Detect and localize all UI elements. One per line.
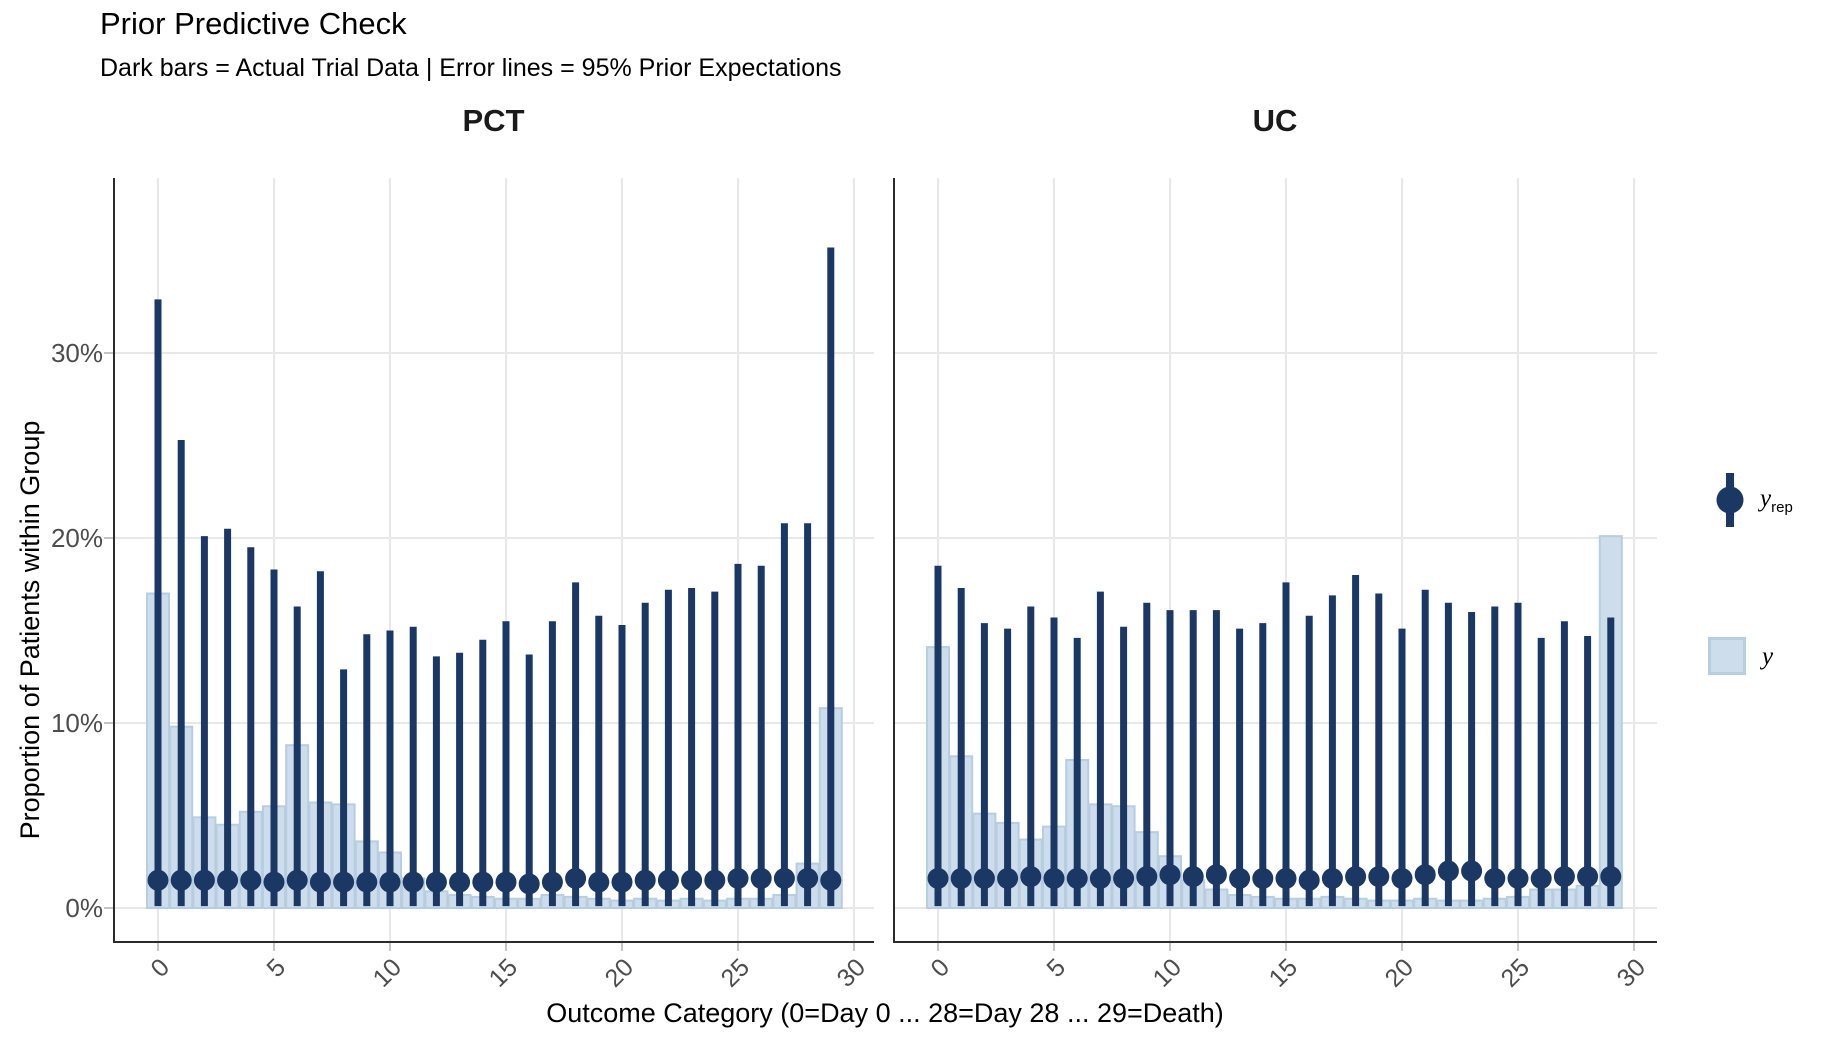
yrep-median-dot	[997, 867, 1019, 889]
yrep-median-dot	[1229, 867, 1251, 889]
yrep-median-dot	[681, 869, 703, 891]
y-tick-label: 30%	[50, 338, 103, 368]
x-axis-title: Outcome Category (0=Day 0 ... 28=Day 28 …	[546, 998, 1224, 1028]
pointrange-icon	[1716, 473, 1744, 527]
yrep-median-dot	[1368, 866, 1390, 888]
yrep-median-dot	[773, 867, 795, 889]
y-axis-title: Proportion of Patients within Group	[15, 420, 45, 840]
panel-uc	[893, 178, 1657, 951]
yrep-median-dot	[333, 871, 355, 893]
yrep-median-dot	[927, 867, 949, 889]
yrep-median-dot	[170, 869, 192, 891]
panel-pct	[104, 178, 874, 951]
yrep-median-dot	[1182, 866, 1204, 888]
plot-title: Prior Predictive Check	[100, 6, 407, 41]
legend-yrep-glyph	[1708, 470, 1752, 535]
yrep-median-dot	[634, 869, 656, 891]
yrep-median-dot	[379, 871, 401, 893]
yrep-median-dot	[518, 873, 540, 895]
yrep-median-dot	[1159, 864, 1181, 886]
yrep-median-dot	[950, 867, 972, 889]
yrep-median-dot	[1530, 867, 1552, 889]
yrep-median-dot	[820, 869, 842, 891]
yrep-median-dot	[286, 869, 308, 891]
yrep-median-dot	[657, 869, 679, 891]
yrep-median-dot	[263, 871, 285, 893]
yrep-median-dot	[309, 871, 331, 893]
yrep-median-dot	[1484, 867, 1506, 889]
yrep-median-dot	[472, 871, 494, 893]
yrep-median-dot	[1020, 866, 1042, 888]
yrep-median-dot	[217, 869, 239, 891]
yrep-median-dot	[193, 869, 215, 891]
y-tick-label: 20%	[50, 523, 103, 553]
x-tick-label: 0	[145, 953, 176, 983]
yrep-median-dot	[750, 867, 772, 889]
yrep-median-dot	[356, 871, 378, 893]
yrep-median-dot	[240, 869, 262, 891]
yrep-median-dot	[797, 867, 819, 889]
y-tick-label: 10%	[50, 708, 103, 738]
yrep-median-dot	[1507, 867, 1529, 889]
facet-title-uc: UC	[1252, 103, 1298, 138]
yrep-median-dot	[1461, 860, 1483, 882]
legend-y-label: y	[1762, 643, 1774, 670]
yrep-median-dot	[565, 867, 587, 889]
yrep-median-dot	[1437, 860, 1459, 882]
yrep-median-dot	[1321, 867, 1343, 889]
yrep-median-dot	[973, 867, 995, 889]
yrep-median-dot	[588, 871, 610, 893]
yrep-median-dot	[425, 871, 447, 893]
y-tick-label: 0%	[65, 893, 103, 923]
plot-subtitle: Dark bars = Actual Trial Data | Error li…	[100, 54, 842, 82]
yrep-median-dot	[541, 871, 563, 893]
yrep-median-dot	[1298, 869, 1320, 891]
yrep-median-dot	[1391, 867, 1413, 889]
yrep-median-dot	[1089, 867, 1111, 889]
yrep-median-dot	[727, 867, 749, 889]
yrep-median-dot	[1113, 867, 1135, 889]
yrep-median-dot	[1553, 866, 1575, 888]
yrep-median-dot	[449, 871, 471, 893]
facet-title-pct: PCT	[462, 103, 525, 138]
legend-yrep-label: yrep	[1760, 485, 1793, 516]
bar-swatch-icon	[1708, 637, 1746, 675]
x-tick-label: 30	[1611, 953, 1652, 993]
yrep-median-dot	[1414, 864, 1436, 886]
yrep-median-dot	[611, 871, 633, 893]
x-tick-label: 5	[261, 953, 292, 983]
yrep-median-dot	[704, 869, 726, 891]
yrep-median-dot	[1345, 866, 1367, 888]
yrep-median-dot	[147, 869, 169, 891]
yrep-median-dot	[1600, 866, 1622, 888]
x-tick-label: 25	[1495, 953, 1536, 993]
yrep-median-dot	[1577, 866, 1599, 888]
yrep-median-dot	[1275, 867, 1297, 889]
yrep-median-dot	[1205, 864, 1227, 886]
yrep-median-dot	[1043, 867, 1065, 889]
legend-y-glyph	[1708, 637, 1746, 675]
yrep-median-dot	[495, 871, 517, 893]
yrep-median-dot	[1252, 867, 1274, 889]
yrep-median-dot	[1136, 866, 1158, 888]
yrep-median-dot	[1066, 867, 1088, 889]
yrep-median-dot	[402, 871, 424, 893]
